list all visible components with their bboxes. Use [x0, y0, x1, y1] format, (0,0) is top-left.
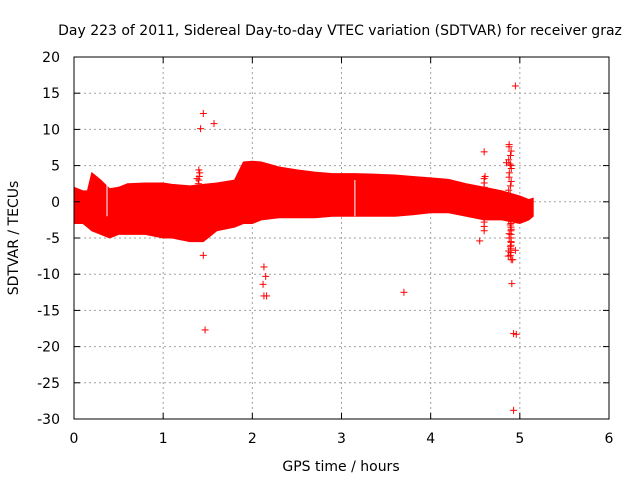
- data-point: [505, 230, 513, 238]
- data-point: [511, 82, 519, 90]
- data-point: [506, 191, 514, 199]
- data-point: [507, 164, 515, 172]
- data-point: [512, 330, 520, 338]
- x-tick-label: 6: [605, 431, 614, 447]
- data-point: [507, 256, 515, 264]
- data-point: [199, 109, 207, 117]
- data-point: [508, 280, 516, 288]
- x-tick-label: 5: [515, 431, 524, 447]
- y-tick-label: -15: [37, 303, 60, 319]
- data-point: [197, 125, 205, 133]
- y-tick-label: -5: [46, 231, 60, 247]
- data-point: [210, 120, 218, 128]
- y-tick-label: 5: [51, 159, 60, 175]
- data-point: [199, 251, 207, 259]
- chart-title: Day 223 of 2011, Sidereal Day-to-day VTE…: [58, 23, 622, 39]
- data-point: [505, 186, 513, 194]
- data-point: [262, 272, 270, 280]
- data-point: [259, 280, 267, 288]
- y-tick-label: -20: [37, 340, 60, 356]
- data-point: [505, 143, 513, 151]
- data-point: [506, 151, 514, 159]
- data-point: [506, 251, 514, 259]
- data-point: [201, 326, 209, 334]
- data-point: [480, 148, 488, 156]
- x-tick-label: 0: [70, 431, 79, 447]
- y-tick-label: 20: [42, 50, 60, 66]
- y-tick-label: 10: [42, 122, 60, 138]
- data-point: [506, 160, 514, 168]
- data-point: [505, 169, 513, 177]
- grid-lines: [74, 57, 609, 419]
- axis-ticks: [73, 56, 610, 420]
- x-tick-label: 2: [248, 431, 257, 447]
- data-point: [507, 178, 515, 186]
- data-layer: [73, 82, 534, 414]
- x-axis-label: GPS time / hours: [282, 459, 399, 475]
- x-tick-label: 3: [337, 431, 346, 447]
- data-point: [507, 147, 515, 155]
- data-point: [476, 237, 484, 245]
- data-point: [260, 263, 268, 271]
- y-tick-label: -10: [37, 267, 60, 283]
- data-band: [73, 160, 534, 243]
- tick-labels: 0 1 2 3 4 5 6 20 15 10 5 0 -5 -10 -15 -20 -25 -30: [37, 50, 613, 447]
- y-tick-label: -30: [37, 412, 60, 428]
- data-point: [195, 166, 203, 174]
- data-point: [506, 182, 514, 190]
- data-point: [505, 156, 513, 164]
- y-axis-label: SDTVAR / TECUs: [6, 181, 22, 296]
- data-point: [507, 248, 515, 256]
- data-point: [196, 169, 204, 177]
- x-tick-label: 4: [426, 431, 435, 447]
- x-tick-label: 1: [159, 431, 168, 447]
- data-point: [510, 406, 518, 414]
- y-tick-label: 0: [51, 195, 60, 211]
- y-tick-label: 15: [42, 86, 60, 102]
- data-point: [480, 175, 488, 183]
- data-point: [263, 292, 271, 300]
- data-point: [511, 246, 519, 254]
- y-tick-label: -25: [37, 376, 60, 392]
- data-point: [400, 288, 408, 296]
